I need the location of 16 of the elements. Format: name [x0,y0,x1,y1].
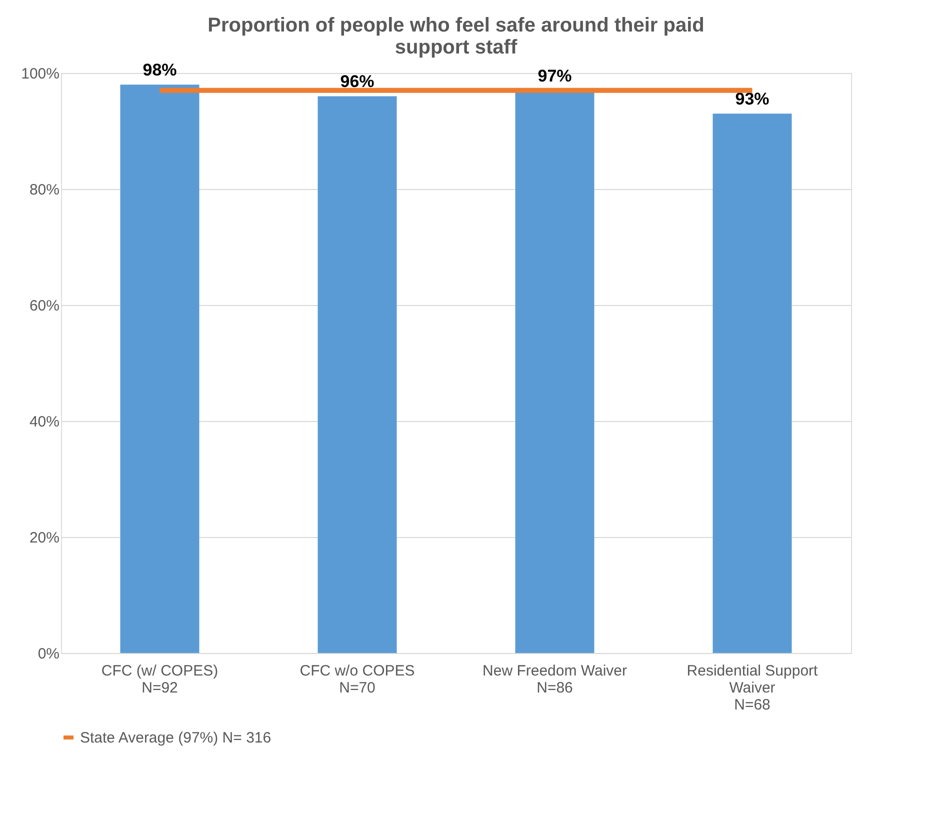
legend-label: State Average (97%) N= 316 [80,730,272,746]
y-tick-label: 60% [29,298,60,314]
y-tick-label: 20% [29,530,60,546]
data-label: 96% [340,72,374,92]
x-tick-label: New Freedom Waiver N=86 [482,662,627,696]
chart-title: Proportion of people who feel safe around their paid support staff [208,14,704,59]
data-label: 98% [142,60,177,80]
data-label: 97% [538,66,572,86]
x-tick-label: CFC w/o COPES N=70 [300,662,415,696]
y-tick-label: 0% [38,646,60,662]
y-tick-label: 40% [29,414,60,430]
data-label: 93% [735,90,770,109]
y-tick-label: 100% [21,66,60,82]
y-tick-label: 80% [29,182,60,198]
x-tick-label: CFC (w/ COPES) N=92 [101,662,218,696]
x-tick-label: Residential Support Waiver N=68 [686,662,819,714]
